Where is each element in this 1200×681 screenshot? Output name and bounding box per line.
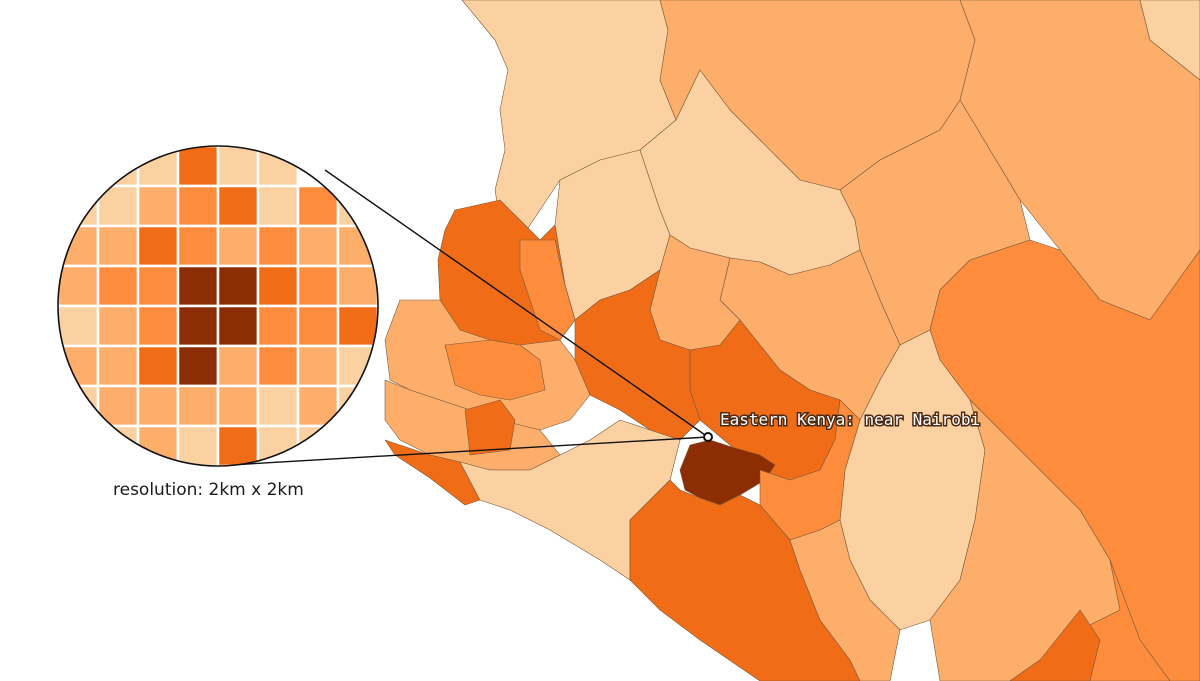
grid-cell [58, 424, 100, 466]
grid-cell [96, 264, 140, 308]
grid-cell [58, 304, 100, 348]
grid-cell [176, 424, 220, 466]
grid-cell [296, 184, 340, 228]
zoom-inset [57, 145, 379, 467]
region-southwest-county [464, 399, 516, 456]
grid-cell [256, 264, 300, 308]
grid-cell [58, 384, 100, 428]
grid-cell [216, 424, 260, 466]
grid-cell [296, 146, 340, 188]
map-regions [384, 0, 1200, 681]
grid-cell [216, 224, 260, 268]
grid-cell [256, 224, 300, 268]
grid-cell [296, 344, 340, 388]
grid-cell [256, 184, 300, 228]
callout-line-lower [229, 436, 709, 466]
grid-cell [216, 264, 260, 308]
grid-cell [96, 146, 140, 188]
grid-cell [136, 264, 180, 308]
grid-cell [96, 424, 140, 466]
grid-cell [96, 304, 140, 348]
grid-cell [216, 304, 260, 348]
grid-cell [58, 184, 100, 228]
grid-cell [176, 224, 220, 268]
grid-cell [176, 304, 220, 348]
resolution-caption: resolution: 2km x 2km [113, 480, 304, 500]
zoom-inset-border [57, 145, 379, 467]
grid-cell [176, 146, 220, 188]
grid-cell [216, 146, 260, 188]
grid-cell [336, 146, 378, 188]
grid-cell [256, 344, 300, 388]
grid-cell [336, 384, 378, 428]
callout-line-upper [324, 169, 709, 438]
grid-cell [296, 224, 340, 268]
region-machakos [759, 399, 861, 541]
grid-cell [58, 264, 100, 308]
grid-cell [136, 384, 180, 428]
grid-cell [96, 224, 140, 268]
grid-cell [336, 184, 378, 228]
grid-cell [176, 264, 220, 308]
region-coast [1079, 559, 1171, 681]
grid-cell [296, 264, 340, 308]
grid-cell [296, 304, 340, 348]
grid-cell [336, 264, 378, 308]
grid-cell [336, 424, 378, 466]
grid-cell [96, 344, 140, 388]
grid-cell [136, 184, 180, 228]
region-far-northeast [1139, 0, 1200, 81]
region-lake-center [444, 339, 546, 401]
location-label: Eastern Kenya: near Nairobi [720, 410, 980, 429]
grid-cell [96, 184, 140, 228]
grid-cell [216, 184, 260, 228]
grid-cell [136, 224, 180, 268]
region-makueni [789, 519, 901, 681]
grid-cell [176, 344, 220, 388]
location-dot-icon [703, 432, 713, 442]
grid-cell [176, 184, 220, 228]
region-south-coast [1009, 609, 1101, 681]
grid-cell [58, 146, 100, 188]
grid-cell [216, 344, 260, 388]
grid-cell [216, 384, 260, 428]
grid-cell [96, 384, 140, 428]
grid-cell [336, 304, 378, 348]
zoom-grid [58, 146, 378, 466]
grid-cell [136, 344, 180, 388]
grid-cell [256, 384, 300, 428]
grid-cell [296, 384, 340, 428]
region-nairobi [679, 439, 776, 506]
grid-cell [176, 384, 220, 428]
region-southwest [384, 439, 481, 506]
grid-cell [256, 304, 300, 348]
grid-cell [136, 304, 180, 348]
